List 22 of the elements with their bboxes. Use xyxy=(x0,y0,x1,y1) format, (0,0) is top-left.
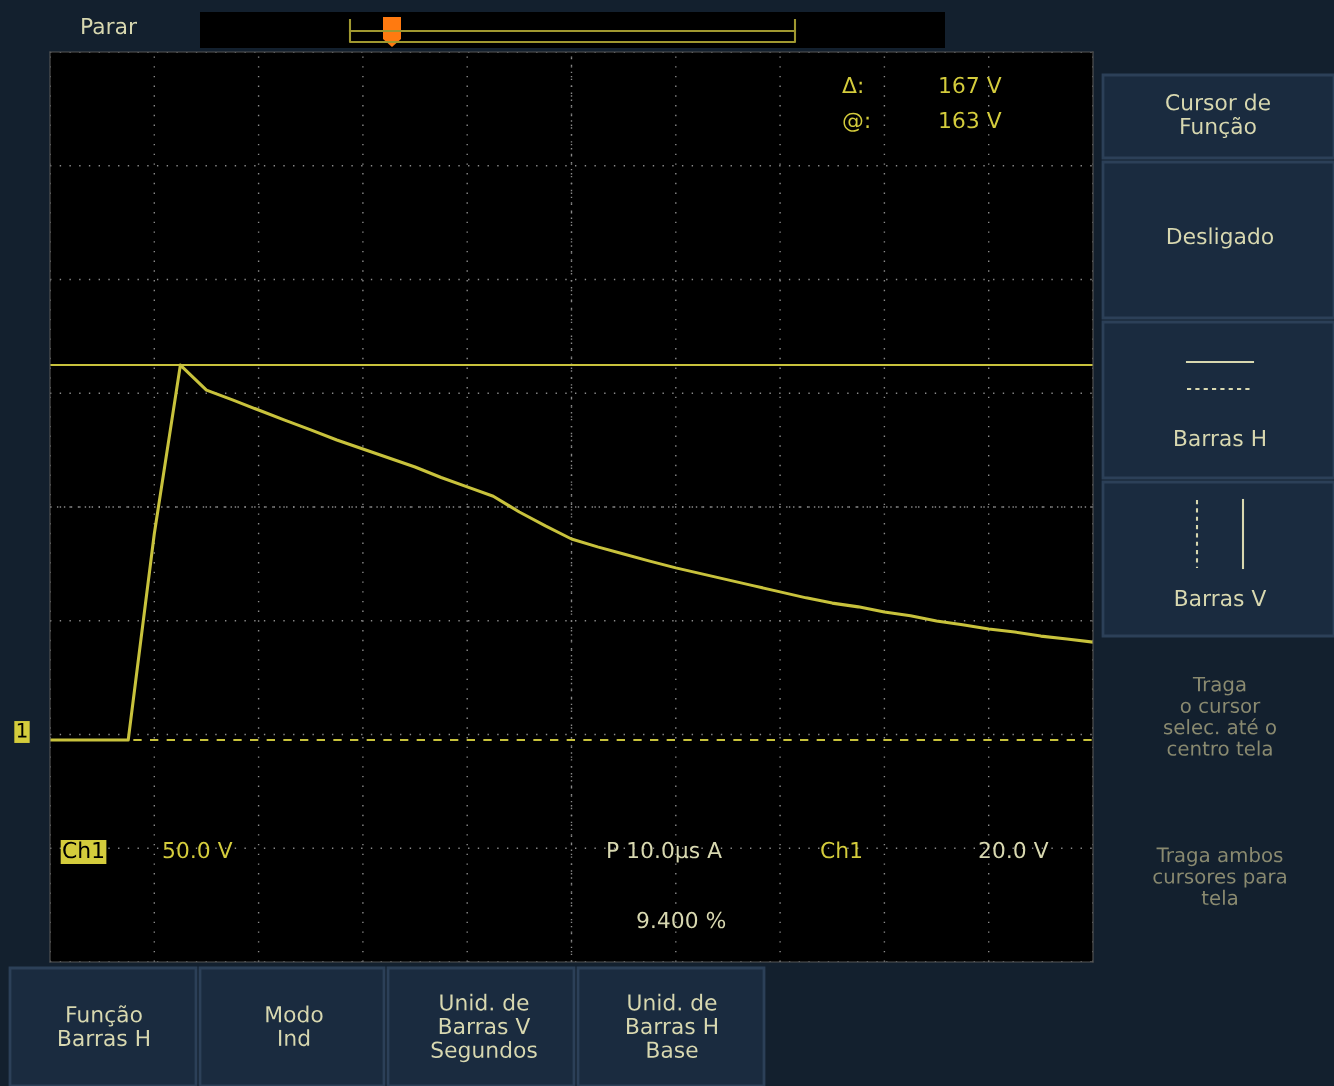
text: Barras V xyxy=(1175,590,1267,607)
text: Desligado xyxy=(1167,227,1274,249)
text: Traga o cursor selec. até o centro tela xyxy=(1164,676,1276,756)
text: 167 V xyxy=(940,76,1002,94)
text: Ch1 xyxy=(63,841,104,859)
text: Função Barras H xyxy=(59,1005,149,1047)
text: @: xyxy=(843,112,869,132)
text: Parar xyxy=(82,18,137,35)
text: Unid. de Barras H Base xyxy=(627,993,717,1059)
text: Barras H xyxy=(1175,430,1265,447)
text: 1 xyxy=(17,723,27,738)
text: Unid. de Barras V Segundos xyxy=(431,993,537,1063)
text: 50.0 V xyxy=(163,841,233,859)
text: Modo Ind xyxy=(266,1005,323,1047)
text: P 10.0µs A xyxy=(608,841,722,863)
text: 20.0 V xyxy=(979,841,1049,859)
text: Δ: xyxy=(842,77,862,94)
text: 9.400 % xyxy=(637,911,726,929)
text: Cursor de Função xyxy=(1166,93,1270,139)
text: Traga ambos cursores para tela xyxy=(1153,847,1286,906)
text: 163 V xyxy=(940,111,1002,129)
text: Ch1 xyxy=(821,841,862,859)
